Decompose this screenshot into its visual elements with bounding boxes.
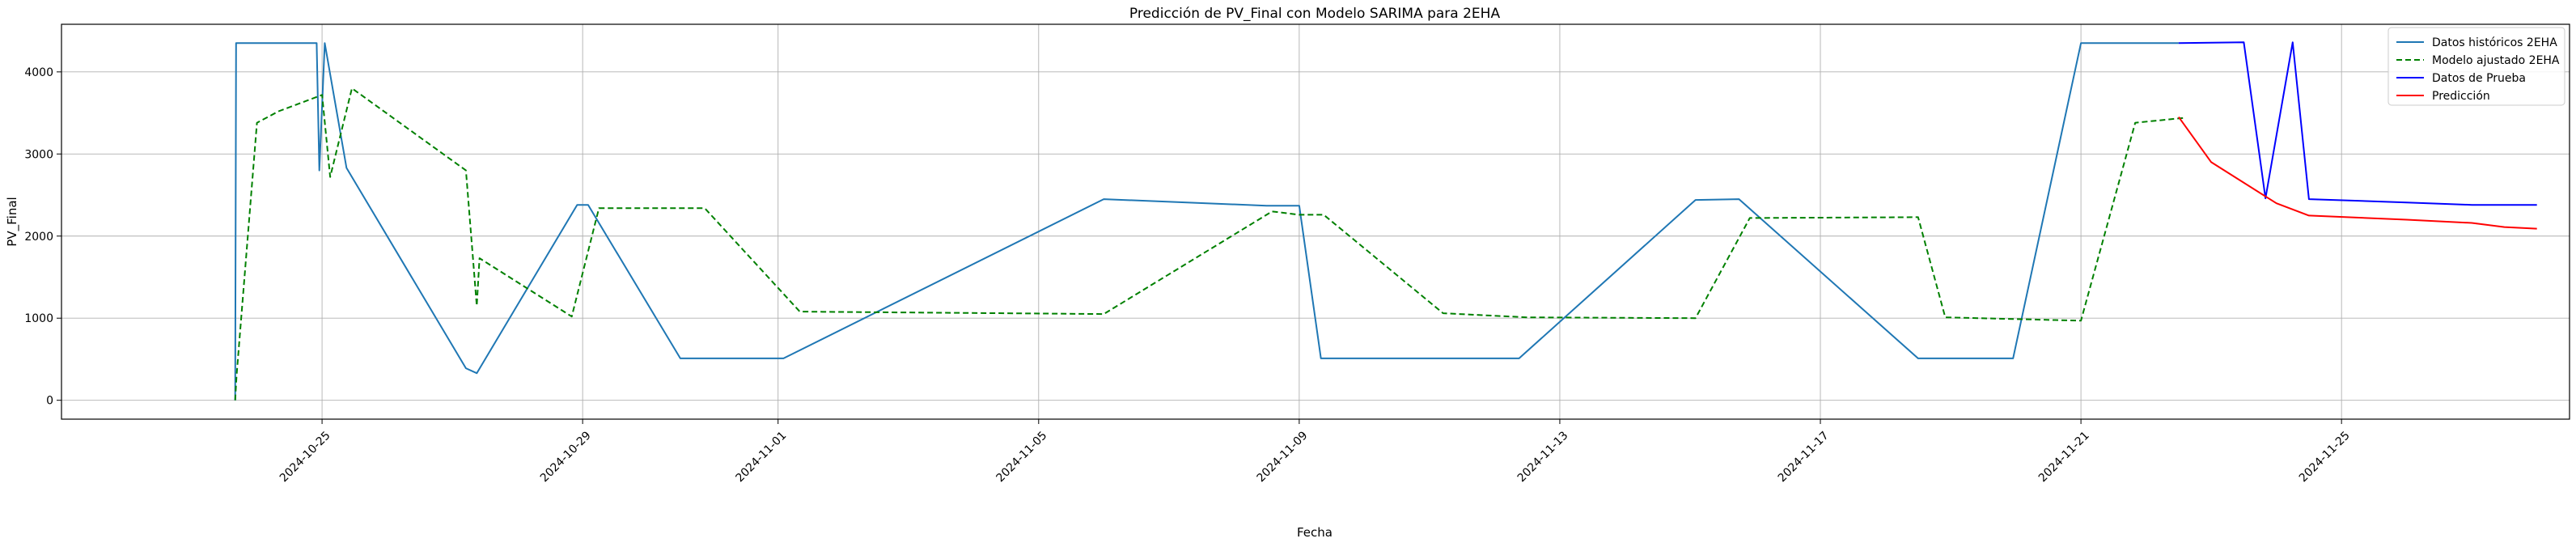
y-tick-label: 2000: [24, 231, 53, 244]
legend-label: Datos históricos 2EHA: [2432, 36, 2557, 49]
chart-title: Predicción de PV_Final con Modelo SARIMA…: [1129, 6, 1501, 22]
series-line: [2178, 41, 2537, 206]
legend-frame: [2387, 27, 2565, 106]
series-line: [2178, 117, 2537, 230]
series-line: [234, 42, 2179, 401]
x-axis-title: Fecha: [1297, 525, 1332, 540]
series-lines: [234, 41, 2537, 401]
y-tick-label: 1000: [24, 312, 53, 325]
plot-frame: [61, 23, 2570, 420]
legend-label: Datos de Prueba: [2432, 72, 2526, 85]
y-tick-label: 3000: [24, 148, 53, 161]
y-axis: 0 1000 2000 3000 4000: [24, 66, 61, 408]
series-line: [234, 87, 2184, 401]
y-tick-label: 4000: [24, 66, 53, 79]
y-tick-label: 0: [46, 395, 53, 408]
legend-label: Modelo ajustado 2EHA: [2432, 54, 2560, 67]
grid-lines: [61, 24, 2570, 419]
legend: Datos históricos 2EHA Modelo ajustado 2EH…: [2387, 27, 2565, 106]
y-axis-title: PV_Final: [5, 197, 20, 246]
legend-label: Predicción: [2432, 90, 2490, 103]
